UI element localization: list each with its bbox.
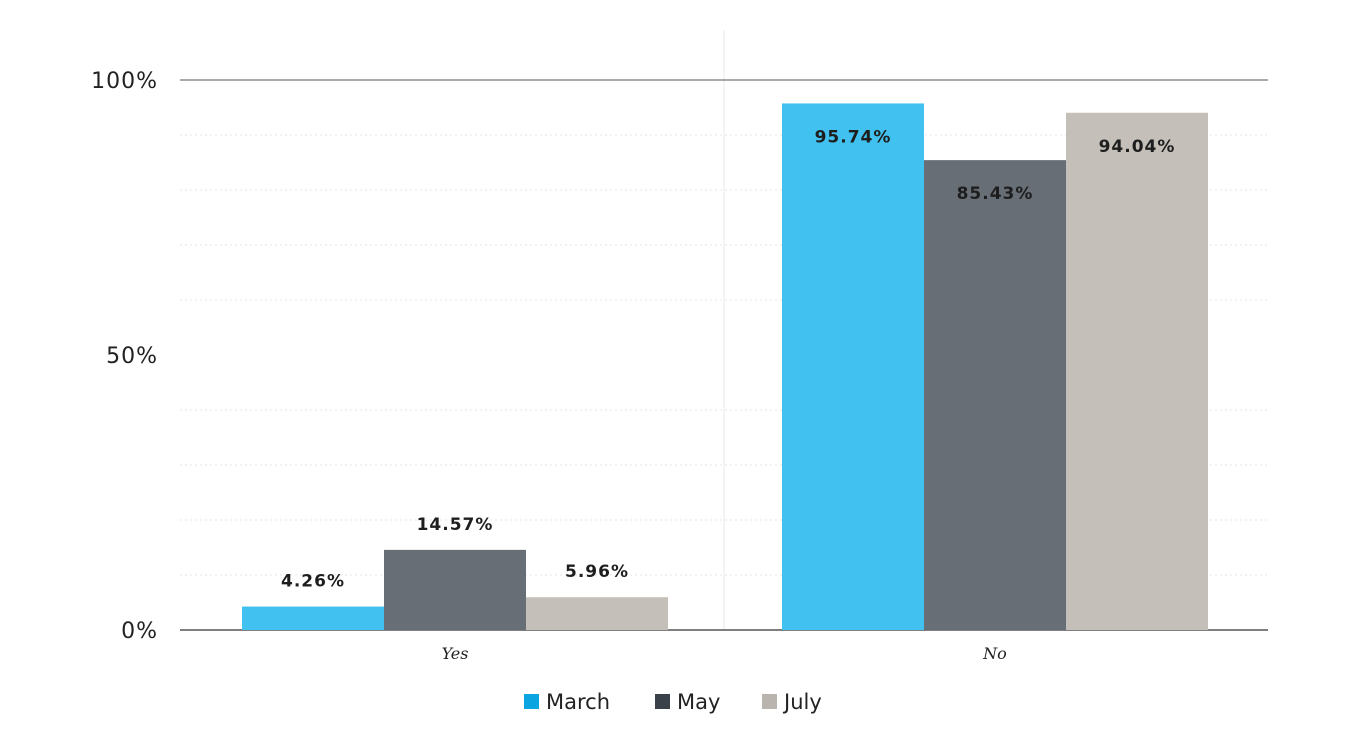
bar-may-yes (384, 549, 526, 630)
legend-label: May (677, 690, 720, 714)
data-label: 85.43% (957, 184, 1034, 204)
x-tick-label: No (982, 644, 1007, 663)
y-tick-label: 0% (121, 619, 158, 644)
bar-march-no (782, 103, 924, 631)
bars (242, 103, 1208, 631)
legend-item-july[interactable]: July (762, 690, 822, 714)
bar-march-yes (242, 606, 384, 630)
legend-item-march[interactable]: March (524, 690, 610, 714)
bar-may-no (924, 160, 1066, 630)
legend-swatch (655, 694, 670, 709)
legend-swatch (762, 694, 777, 709)
y-tick-label: 100% (91, 69, 158, 94)
y-axis-ticks: 0% 50% 100% (91, 69, 158, 644)
data-labels: 4.26% 14.57% 5.96% 95.74% 85.43% 94.04% (281, 127, 1176, 592)
bar-july-yes (526, 597, 668, 630)
data-label: 4.26% (281, 572, 345, 592)
data-label: 95.74% (815, 127, 892, 147)
legend: March May July (524, 690, 822, 714)
legend-item-may[interactable]: May (655, 690, 720, 714)
legend-label: July (782, 690, 822, 714)
y-tick-label: 50% (106, 344, 158, 369)
x-axis-ticks: Yes No (442, 644, 1007, 663)
data-label: 94.04% (1099, 137, 1176, 157)
data-label: 5.96% (565, 562, 629, 582)
bar-july-no (1066, 112, 1208, 630)
legend-swatch (524, 694, 539, 709)
legend-label: March (546, 690, 610, 714)
x-tick-label: Yes (442, 644, 469, 663)
data-label: 14.57% (417, 515, 494, 535)
